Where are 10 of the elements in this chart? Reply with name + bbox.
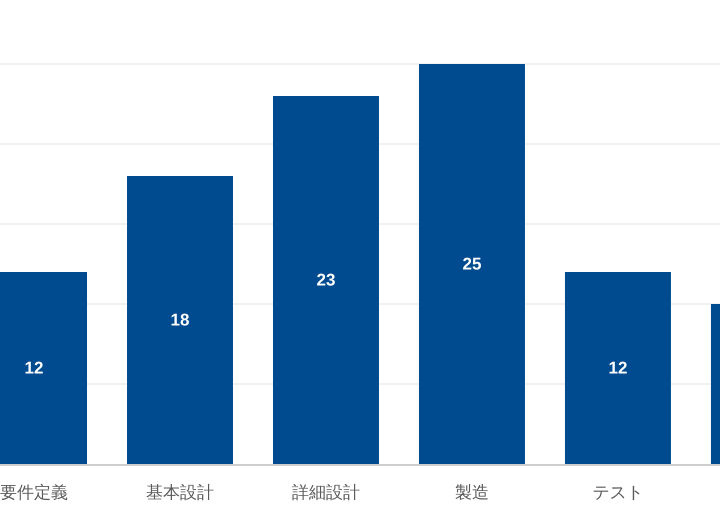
data-label: 23 <box>316 270 336 290</box>
x-tick-label: 製造 <box>454 483 489 502</box>
x-tick-label: 基本設計 <box>146 483 214 502</box>
data-label: 12 <box>24 358 44 378</box>
x-tick-label: 詳細設計 <box>292 483 360 502</box>
data-label: 18 <box>170 310 190 330</box>
data-label: 25 <box>462 254 482 274</box>
x-tick-label: テスト <box>592 483 644 502</box>
x-tick-label: 要件定義 <box>0 483 68 502</box>
data-label: 12 <box>608 358 628 378</box>
